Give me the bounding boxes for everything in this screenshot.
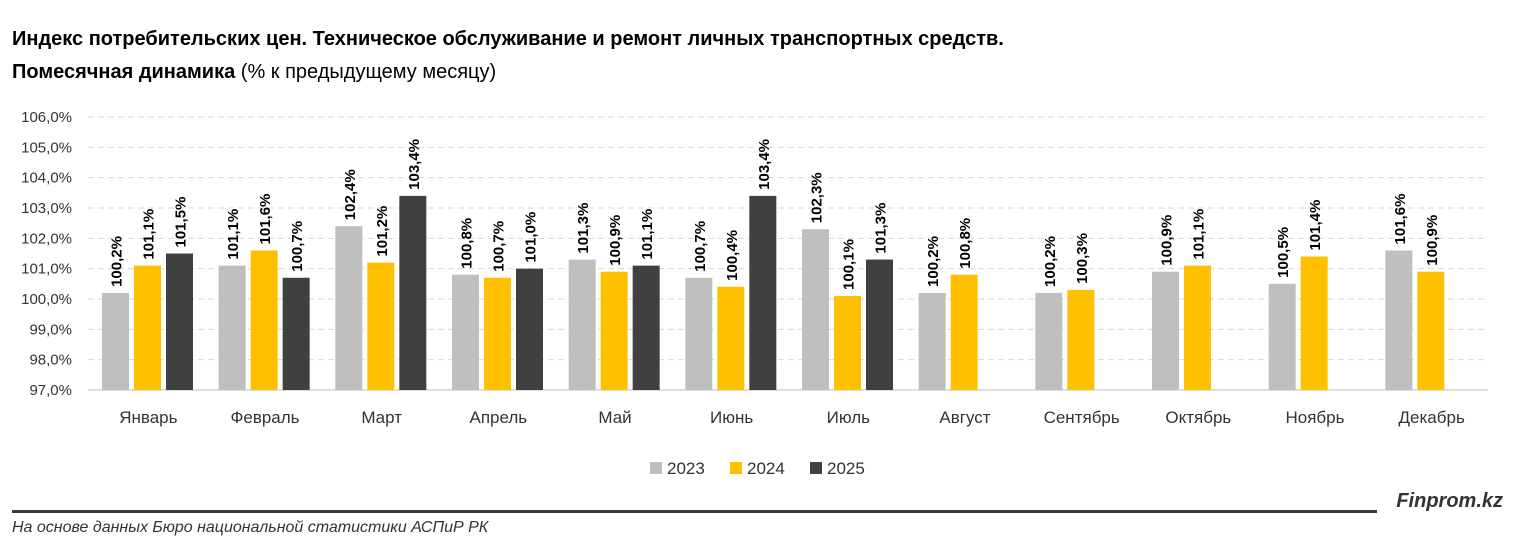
- y-tick-label: 98,0%: [29, 352, 72, 369]
- bar-2023: [452, 274, 479, 390]
- bar-2023: [918, 292, 946, 390]
- x-tick-label: Январь: [119, 408, 177, 427]
- bar-2025: [399, 195, 427, 390]
- bar-2025: [866, 259, 893, 390]
- legend-label: 2024: [747, 459, 785, 478]
- y-tick-label: 106,0%: [21, 109, 72, 126]
- bar-2024: [1417, 271, 1445, 390]
- legend-swatch-2024: [730, 462, 742, 474]
- chart-subtitle: Помесячная динамика (% к предыдущему мес…: [12, 61, 496, 84]
- subtitle-rest: (% к предыдущему месяцу): [240, 61, 497, 83]
- data-label: 101,3%: [873, 203, 890, 254]
- data-label: 101,1%: [639, 209, 656, 260]
- x-tick-label: Октябрь: [1165, 408, 1231, 427]
- data-label: 101,1%: [141, 209, 158, 260]
- data-label: 101,6%: [257, 194, 274, 245]
- bar-2025: [632, 265, 660, 390]
- y-tick-label: 99,0%: [29, 321, 72, 338]
- bar-2025: [516, 268, 543, 390]
- bar-chart: 97,0% 98,0% 99,0% 100,0% 101,0% 102,0% 103,0% 1…: [21, 109, 1488, 478]
- bar-2023: [1268, 283, 1296, 390]
- bar-2024: [717, 286, 745, 390]
- bar-2024: [1300, 256, 1328, 390]
- data-label: 101,2%: [374, 206, 391, 257]
- bar-2024: [600, 271, 628, 390]
- bar-2024: [484, 277, 511, 390]
- bar-2023: [1152, 271, 1179, 390]
- bar-2024: [950, 274, 978, 390]
- bar-2024: [1067, 289, 1095, 390]
- x-tick-label: Апрель: [469, 408, 527, 427]
- legend-swatch-2025: [810, 462, 822, 474]
- legend-swatch-2023: [650, 462, 662, 474]
- data-label: 100,9%: [1424, 215, 1441, 266]
- data-label: 102,3%: [809, 172, 826, 223]
- y-tick-label: 97,0%: [29, 382, 72, 399]
- data-label: 100,5%: [1275, 227, 1292, 278]
- bar-2023: [1035, 292, 1063, 390]
- bar-2024: [250, 250, 278, 390]
- data-label: 101,5%: [173, 197, 190, 248]
- x-tick-label: Март: [361, 408, 402, 427]
- x-tick-label: Сентябрь: [1044, 408, 1120, 427]
- bar-2023: [218, 265, 246, 390]
- x-tick-label: Декабрь: [1399, 408, 1465, 427]
- bar-2025: [166, 253, 193, 390]
- bar-2023: [568, 259, 596, 390]
- x-tick-label: Август: [939, 408, 990, 427]
- bar-2024: [834, 295, 861, 390]
- data-label: 100,4%: [724, 230, 741, 281]
- bar-2024: [1184, 265, 1211, 390]
- x-tick-label: Февраль: [230, 408, 299, 427]
- bar-2023: [1385, 250, 1413, 390]
- x-tick-label: Июнь: [710, 408, 753, 427]
- source-note: На основе данных Бюро национальной стати…: [12, 519, 489, 536]
- y-tick-label: 105,0%: [21, 139, 72, 156]
- data-label: 101,3%: [575, 203, 592, 254]
- y-tick-label: 103,0%: [21, 200, 72, 217]
- data-label: 101,1%: [1191, 209, 1208, 260]
- subtitle-bold: Помесячная динамика: [12, 61, 236, 83]
- bar-2024: [367, 262, 395, 390]
- data-label: 100,9%: [607, 215, 624, 266]
- data-label: 100,2%: [925, 236, 942, 287]
- x-tick-label: Ноябрь: [1286, 408, 1345, 427]
- data-label: 100,7%: [289, 221, 306, 272]
- bar-2025: [282, 277, 310, 390]
- data-label: 100,8%: [459, 218, 476, 269]
- y-tick-label: 100,0%: [21, 291, 72, 308]
- data-label: 101,4%: [1307, 200, 1324, 251]
- legend-label: 2023: [667, 459, 705, 478]
- chart-title: Индекс потребительских цен. Техническое …: [12, 28, 1004, 50]
- bar-2023: [685, 277, 713, 390]
- data-label: 100,7%: [491, 221, 508, 272]
- y-tick-label: 101,0%: [21, 261, 72, 278]
- bar-2023: [335, 226, 363, 390]
- bar-2024: [134, 265, 161, 390]
- y-tick-label: 104,0%: [21, 170, 72, 187]
- data-label: 100,2%: [109, 236, 126, 287]
- data-label: 101,0%: [523, 212, 540, 263]
- data-label: 100,3%: [1074, 233, 1091, 284]
- data-label: 102,4%: [342, 169, 359, 220]
- brand-logo-text: Finprom.kz: [1396, 490, 1503, 512]
- data-label: 100,1%: [841, 239, 858, 290]
- data-label: 100,7%: [692, 221, 709, 272]
- legend-label: 2025: [827, 459, 865, 478]
- bar-2025: [749, 195, 777, 390]
- data-label: 100,8%: [957, 218, 974, 269]
- data-label: 101,6%: [1392, 194, 1409, 245]
- x-tick-label: Май: [598, 408, 631, 427]
- data-label: 101,1%: [225, 209, 242, 260]
- data-label: 103,4%: [756, 139, 773, 190]
- bar-2023: [802, 229, 829, 390]
- y-tick-label: 102,0%: [21, 230, 72, 247]
- data-label: 100,9%: [1159, 215, 1176, 266]
- bar-2023: [102, 292, 129, 390]
- data-label: 100,2%: [1042, 236, 1059, 287]
- x-tick-label: Июль: [827, 408, 871, 427]
- footer-divider: [12, 510, 1377, 513]
- data-label: 103,4%: [406, 139, 423, 190]
